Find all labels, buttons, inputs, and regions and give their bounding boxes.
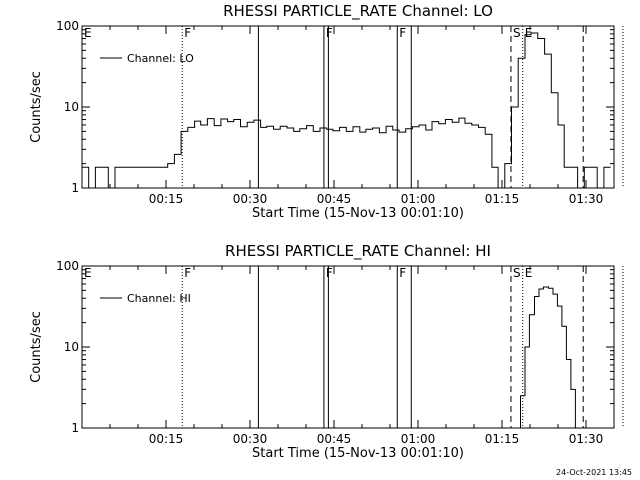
x-tick-label: 01:30 — [569, 192, 604, 206]
legend-label: Channel: HI — [127, 292, 191, 305]
x-tick-label: 00:15 — [149, 432, 184, 446]
event-marker-label: F — [184, 266, 191, 280]
y-tick-label: 10 — [64, 340, 79, 354]
y-tick-label: 1 — [71, 421, 79, 435]
event-marker-label: E — [84, 266, 92, 280]
event-marker-label: E — [84, 26, 92, 40]
x-axis-label: Start Time (15-Nov-13 00:01:10) — [252, 446, 464, 461]
chart-panel: RHESSI PARTICLE_RATE Channel: HI 1 10 100 00… — [29, 242, 624, 461]
event-marker-label: F — [326, 266, 333, 280]
event-marker-label: E — [525, 26, 533, 40]
x-tick-label: 00:45 — [317, 192, 352, 206]
event-marker-label: E — [525, 266, 533, 280]
y-tick-label: 1 — [71, 181, 79, 195]
legend-label: Channel: LO — [127, 52, 194, 65]
plot-frame — [81, 265, 615, 429]
y-axis-label: Counts/sec — [29, 311, 44, 383]
chart-title: RHESSI PARTICLE_RATE Channel: HI — [225, 242, 491, 261]
x-tick-label: 00:15 — [149, 192, 184, 206]
x-tick-label: 01:30 — [569, 432, 604, 446]
y-tick-label: 100 — [56, 259, 79, 273]
x-axis-label: Start Time (15-Nov-13 00:01:10) — [252, 206, 464, 221]
chart-panel: RHESSI PARTICLE_RATE Channel: LO 1 10 100 00… — [29, 2, 624, 221]
x-tick-label: 01:15 — [485, 432, 520, 446]
data-series-line — [82, 32, 611, 188]
event-marker-label: F — [326, 26, 333, 40]
x-tick-label: 01:00 — [401, 432, 436, 446]
footer-timestamp: 24-Oct-2021 13:45 — [556, 468, 632, 477]
event-marker-label: F — [399, 26, 406, 40]
x-tick-label: 00:45 — [317, 432, 352, 446]
chart-title: RHESSI PARTICLE_RATE Channel: LO — [223, 2, 493, 21]
y-tick-label: 10 — [64, 100, 79, 114]
event-marker-label: S — [513, 26, 521, 40]
y-tick-label: 100 — [56, 19, 79, 33]
x-tick-label: 00:30 — [233, 432, 268, 446]
x-tick-label: 01:00 — [401, 192, 436, 206]
plot-frame — [81, 25, 615, 189]
x-tick-label: 01:15 — [485, 192, 520, 206]
x-tick-label: 00:30 — [233, 192, 268, 206]
event-marker-label: S — [513, 266, 521, 280]
event-marker-label: F — [399, 266, 406, 280]
data-series-line — [516, 286, 580, 428]
y-axis-label: Counts/sec — [29, 71, 44, 143]
event-marker-label: F — [184, 26, 191, 40]
